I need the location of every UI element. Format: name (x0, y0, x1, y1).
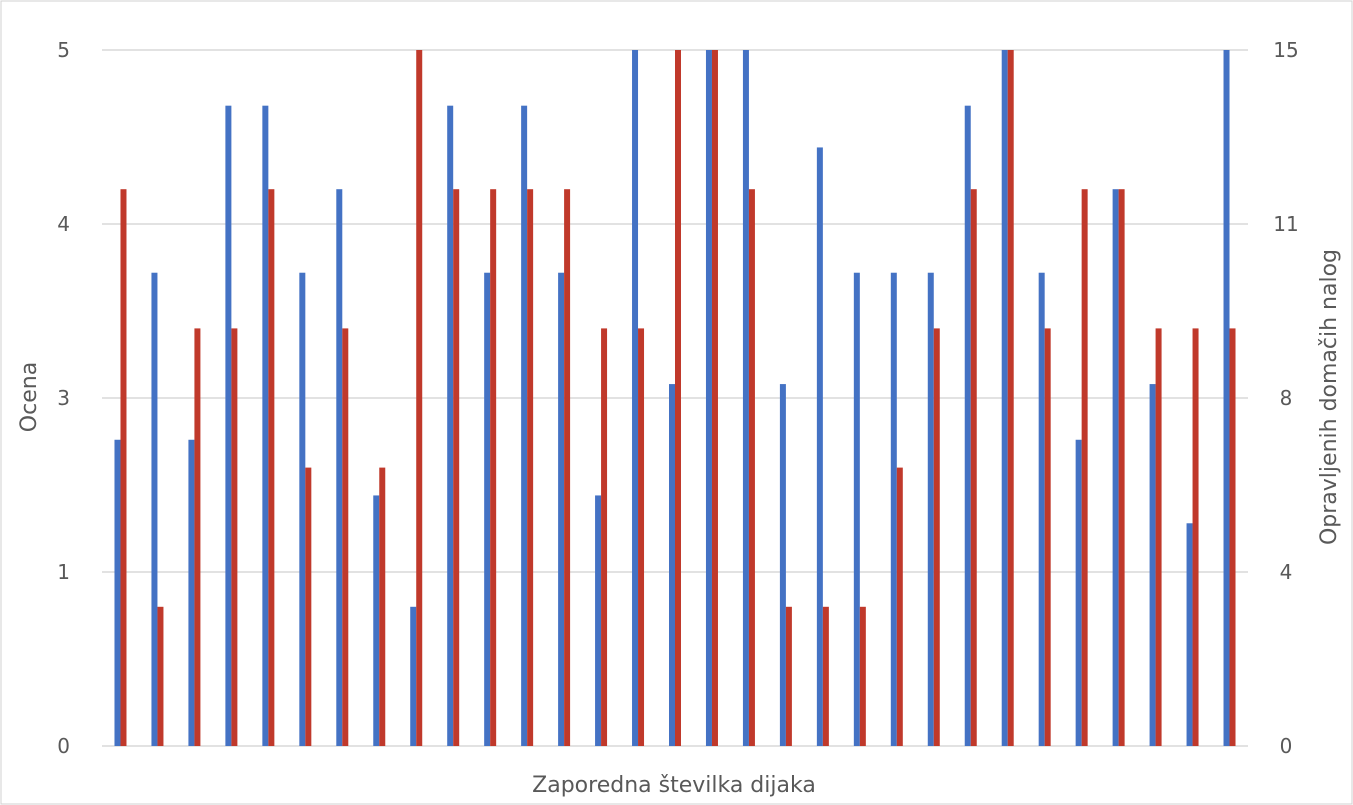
ocena-bar (558, 272, 565, 746)
homework-bar (822, 606, 829, 746)
ocena-bar (890, 272, 897, 746)
ocena-bar (447, 105, 454, 747)
homework-bar (1155, 328, 1162, 746)
ocena-bar (373, 495, 380, 746)
right-y-tick-label: 0 (1280, 734, 1293, 758)
ocena-bar (410, 606, 417, 746)
homework-bar (231, 328, 238, 746)
homework-bar (748, 189, 755, 746)
left-y-tick-label: 3 (57, 386, 70, 410)
homework-bar (638, 328, 645, 746)
left-y-tick-label: 1 (57, 560, 70, 584)
homework-bar (120, 189, 127, 746)
homework-bar (453, 189, 460, 746)
homework-bar (896, 467, 903, 746)
ocena-bar (262, 105, 269, 747)
ocena-bar (1223, 50, 1230, 746)
ocena-bar (779, 384, 786, 746)
ocena-bar (742, 50, 749, 746)
ticks-layer: 0 0 1 4 3 8 4 11 5 15 (57, 38, 1298, 758)
ocena-bar (669, 384, 675, 746)
ocena-bar (816, 147, 823, 746)
homework-bar (1081, 189, 1088, 746)
x-axis-title: Zaporedna številka dijaka (532, 773, 816, 798)
ocena-bar (1112, 189, 1119, 746)
ocena-bar (1149, 384, 1156, 746)
homework-bar (379, 467, 386, 746)
ocena-bar (484, 272, 491, 746)
ocena-bar (964, 105, 971, 747)
ocena-bar (1001, 50, 1008, 746)
ocena-bar (632, 50, 639, 746)
homework-bar (711, 50, 718, 746)
homework-bar (970, 189, 977, 746)
ocena-bar (1038, 272, 1045, 746)
homework-bar (342, 328, 349, 746)
homework-bar (527, 189, 534, 746)
ocena-bar (299, 272, 306, 746)
homework-bar (785, 606, 792, 746)
ocena-bar (1186, 523, 1193, 746)
homework-bar (1229, 328, 1236, 746)
ocena-bar (225, 105, 232, 747)
homework-bar (194, 328, 201, 746)
ocena-bar (521, 105, 528, 747)
ocena-bar (151, 272, 158, 746)
homework-bar (157, 606, 164, 746)
homework-bar (305, 467, 312, 746)
homework-bar (859, 606, 866, 746)
ocena-bar (595, 495, 602, 746)
left-y-axis-title: Ocena (17, 362, 42, 432)
ocena-bar (927, 272, 934, 746)
ocena-bar (705, 50, 712, 746)
homework-bar (416, 50, 423, 746)
right-y-tick-label: 11 (1273, 212, 1298, 236)
homework-bar (268, 189, 275, 746)
right-y-tick-label: 15 (1273, 38, 1298, 62)
homework-bar (933, 328, 940, 746)
left-y-tick-label: 4 (57, 212, 70, 236)
right-y-axis-title: Opravljenih domačih nalog (1317, 249, 1342, 545)
ocena-bar (1075, 439, 1082, 746)
bars-layer (114, 50, 1236, 747)
homework-bar (564, 189, 571, 746)
right-y-tick-label: 8 (1280, 386, 1293, 410)
homework-bar (1192, 328, 1199, 746)
left-y-tick-label: 0 (57, 734, 70, 758)
ocena-bar (853, 272, 860, 746)
ocena-bar (114, 439, 121, 746)
homework-bar (1044, 328, 1051, 746)
ocena-bar (188, 439, 195, 746)
right-y-tick-label: 4 (1280, 560, 1293, 584)
homework-bar (1118, 189, 1125, 746)
homework-bar (1007, 50, 1014, 746)
left-y-tick-label: 5 (57, 38, 70, 62)
homework-bar (601, 328, 608, 746)
homework-bar (490, 189, 497, 746)
homework-bar (675, 50, 681, 746)
ocena-bar (336, 189, 343, 746)
